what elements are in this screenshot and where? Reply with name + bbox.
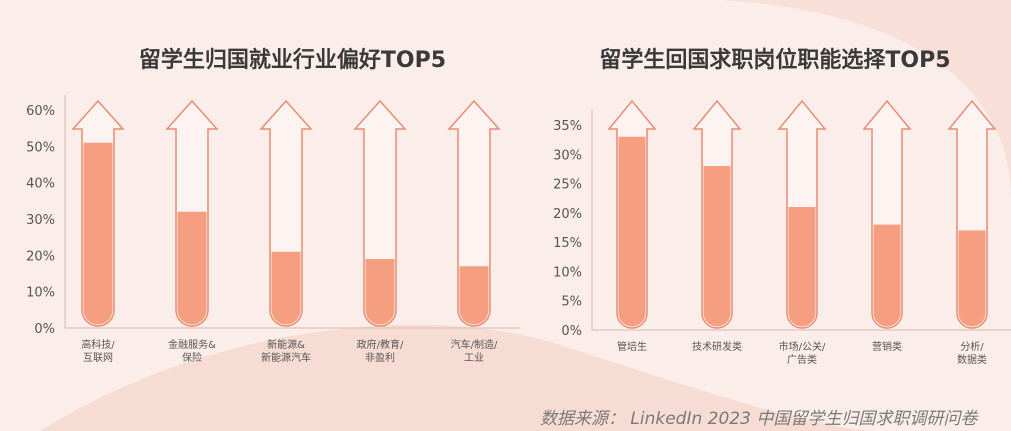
chart-title-function: 留学生回国求职岗位职能选择TOP5 (599, 48, 951, 73)
category-label: 分析/ (960, 340, 984, 353)
bar-fill (177, 211, 207, 325)
category-label: 政府/教育/ (357, 338, 404, 351)
y-tick-label: 40% (26, 177, 55, 192)
y-tick-label: 0% (34, 322, 55, 337)
category-label: 新能源汽车 (261, 351, 311, 364)
chart-title-industry: 留学生归国就业行业偏好TOP5 (138, 48, 447, 73)
y-tick-label: 60% (26, 104, 55, 119)
category-label: 工业 (464, 352, 484, 364)
category-label: 金融服务& (168, 338, 216, 351)
y-tick-label: 25% (553, 178, 582, 193)
bar-fill (459, 266, 489, 325)
bar-fill (271, 251, 301, 325)
category-label: 高科技/ (81, 338, 115, 351)
y-tick-label: 50% (26, 140, 55, 155)
category-label: 新能源& (267, 338, 305, 351)
y-tick-label: 30% (26, 213, 55, 228)
category-label: 汽车/制造/ (451, 338, 498, 351)
category-label: 市场/公关/ (779, 340, 826, 353)
y-tick-label: 15% (553, 236, 582, 251)
category-label: 广告类 (787, 353, 817, 366)
bar-fill (365, 258, 395, 325)
bar-fill (788, 207, 816, 327)
y-tick-label: 30% (553, 148, 582, 163)
category-label: 技术研发类 (692, 340, 742, 353)
bar-fill (873, 224, 901, 327)
category-label: 数据类 (957, 353, 987, 366)
bar-fill (958, 230, 986, 327)
y-tick-label: 35% (553, 119, 582, 134)
y-tick-label: 20% (26, 249, 55, 264)
bar-fill (83, 142, 113, 325)
category-label: 非盈利 (365, 352, 395, 364)
y-tick-label: 10% (553, 265, 582, 280)
bar-fill (618, 136, 646, 327)
category-label: 保险 (182, 351, 202, 364)
category-label: 营销类 (872, 340, 902, 353)
data-source-note: 数据来源： LinkedIn 2023 中国留学生归国求职调研问卷 (540, 409, 978, 429)
y-tick-label: 5% (561, 295, 582, 310)
y-tick-label: 0% (561, 324, 582, 339)
bar-fill (703, 166, 731, 327)
category-label: 互联网 (83, 352, 113, 364)
category-label: 管培生 (617, 340, 647, 353)
y-tick-label: 20% (553, 207, 582, 222)
y-tick-label: 10% (26, 286, 55, 301)
